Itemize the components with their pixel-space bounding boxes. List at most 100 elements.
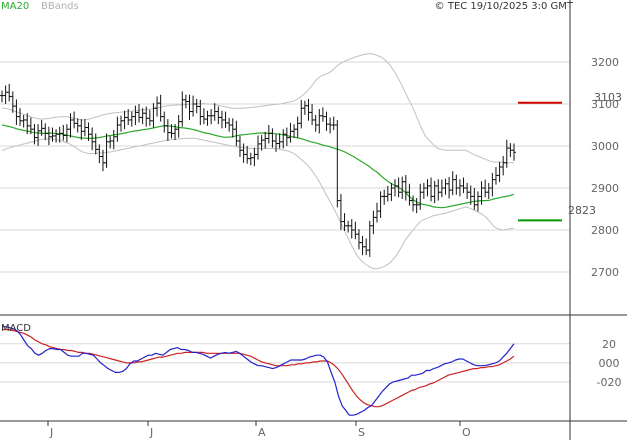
price-bar (288, 122, 293, 143)
price-bar (54, 129, 59, 143)
price-bar (72, 111, 77, 129)
price-bar (364, 238, 369, 256)
macd-line (2, 326, 515, 416)
price-bar (328, 117, 333, 134)
price-bar (187, 94, 192, 120)
price-bar (292, 124, 297, 139)
price-bar (64, 124, 69, 143)
price-bar (18, 108, 23, 126)
macd-y-tick: 20 (602, 338, 616, 351)
price-bar (508, 143, 513, 157)
price-bar (349, 219, 354, 239)
bbands-upper-line (2, 53, 514, 164)
x-tick-label: O (462, 426, 471, 439)
price-bar (43, 123, 48, 141)
macd-panel: 20 000 -020 (0, 326, 622, 416)
ma20-layer (1, 124, 515, 209)
price-bar (191, 95, 196, 117)
price-bar (338, 193, 343, 230)
price-bar (129, 111, 134, 127)
price-bar (61, 125, 66, 141)
price-y-tick-3200: 3200 (591, 56, 619, 69)
price-bar (450, 171, 455, 196)
support-level-label: 2823 (568, 204, 596, 217)
price-bar (93, 133, 98, 155)
price-bar (371, 210, 376, 235)
price-bar (497, 161, 502, 183)
price-bar (162, 111, 167, 133)
price-bar (335, 119, 340, 208)
price-bar (389, 182, 394, 202)
price-bar (306, 98, 311, 121)
price-bar (378, 191, 383, 218)
price-bar (421, 182, 426, 199)
price-bars-layer (0, 83, 516, 257)
price-bar (317, 109, 322, 134)
price-bar (313, 114, 318, 132)
price-bar (512, 143, 516, 161)
price-bar (230, 118, 235, 138)
price-y-tick-3100: 3100 (591, 98, 619, 111)
price-bar (490, 172, 495, 197)
price-bar (324, 111, 329, 131)
price-bar (248, 152, 253, 166)
price-bar (133, 105, 138, 125)
price-bar (360, 235, 365, 256)
price-bar (180, 91, 185, 127)
macd-panel-title: MACD (1, 323, 31, 334)
x-tick-label: J (149, 426, 153, 439)
price-bar (465, 182, 470, 199)
price-bar (158, 94, 163, 122)
price-bar (432, 180, 437, 204)
price-y-tick-2900: 2900 (591, 182, 619, 195)
price-bar (504, 139, 509, 168)
x-tick-label: S (358, 426, 365, 439)
macd-y-tick: 000 (599, 357, 620, 370)
price-bar (270, 128, 275, 148)
price-bar (414, 198, 419, 214)
resistance-level-label: 3103 (594, 91, 622, 104)
price-y-tick-2800: 2800 (591, 224, 619, 237)
price-bar (21, 114, 26, 128)
price-y-tick-2700: 2700 (591, 266, 619, 279)
price-bar (201, 108, 206, 125)
macd-y-tick-labels: 20 000 -020 (597, 338, 622, 389)
price-bar (219, 110, 224, 129)
price-bar (454, 174, 459, 195)
price-bar (212, 103, 217, 121)
price-bar (137, 104, 142, 123)
price-bar (97, 144, 102, 164)
ma20-legend-label: MA20 (1, 1, 29, 12)
price-bar (194, 98, 199, 114)
price-bar (205, 110, 210, 126)
macd-y-tick: -020 (597, 376, 622, 389)
price-bar (493, 167, 498, 185)
price-bar (252, 147, 257, 167)
price-bar (82, 119, 87, 137)
price-bar (165, 119, 170, 141)
price-bar (140, 108, 145, 125)
price-bar (367, 220, 372, 257)
price-bar (284, 127, 289, 146)
price-bar (310, 104, 315, 125)
price-bar (115, 116, 120, 142)
macd-lines-layer (2, 326, 515, 416)
price-bar (374, 202, 379, 223)
price-bar (3, 85, 8, 104)
price-bar (104, 133, 109, 168)
price-bar (302, 100, 307, 115)
price-y-tick-labels: 2700 2800 2900 3000 3100 3200 (591, 56, 619, 279)
price-bar (0, 90, 4, 103)
price-bar (234, 120, 239, 146)
price-bar (320, 107, 325, 122)
price-bar (472, 188, 477, 210)
price-bar (443, 178, 448, 195)
price-bar (223, 111, 228, 128)
price-bar (147, 109, 152, 126)
price-gridlines (0, 61, 570, 273)
price-bar (486, 182, 491, 199)
price-bar (346, 220, 351, 233)
price-bar (356, 229, 361, 250)
